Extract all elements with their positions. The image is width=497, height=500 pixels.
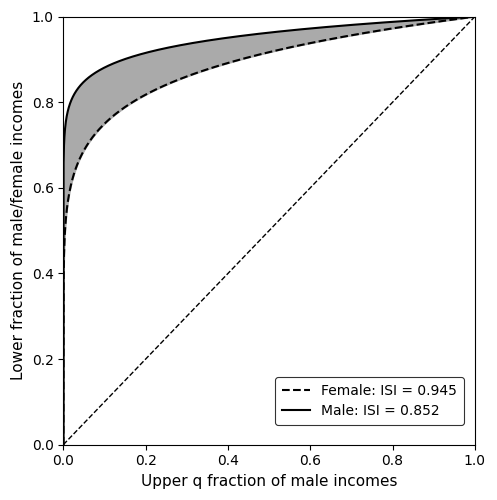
Y-axis label: Lower fraction of male/female incomes: Lower fraction of male/female incomes [11,81,26,380]
Male: ISI = 0.852: (0.97, 0.998): ISI = 0.852: (0.97, 0.998) [460,14,466,20]
Male: ISI = 0.852: (0.787, 0.987): ISI = 0.852: (0.787, 0.987) [384,19,390,25]
Line: Male: ISI = 0.852: Male: ISI = 0.852 [64,16,475,444]
Line: Female: ISI = 0.945: Female: ISI = 0.945 [64,16,475,444]
Female: ISI = 0.945: (0.97, 0.996): ISI = 0.945: (0.97, 0.996) [460,15,466,21]
Male: ISI = 0.852: (0.051, 0.849): ISI = 0.852: (0.051, 0.849) [82,78,87,84]
Female: ISI = 0.945: (0.971, 0.996): ISI = 0.945: (0.971, 0.996) [460,15,466,21]
Male: ISI = 0.852: (0.46, 0.958): ISI = 0.852: (0.46, 0.958) [249,32,255,38]
Male: ISI = 0.852: (0.486, 0.961): ISI = 0.852: (0.486, 0.961) [260,30,266,36]
Female: ISI = 0.945: (0.486, 0.914): ISI = 0.945: (0.486, 0.914) [260,50,266,56]
Female: ISI = 0.945: (1, 1): ISI = 0.945: (1, 1) [472,14,478,20]
Female: ISI = 0.945: (0.787, 0.971): ISI = 0.945: (0.787, 0.971) [384,26,390,32]
Male: ISI = 0.852: (0, 0): ISI = 0.852: (0, 0) [61,442,67,448]
X-axis label: Upper q fraction of male incomes: Upper q fraction of male incomes [141,474,398,489]
Legend: Female: ISI = 0.945, Male: ISI = 0.852: Female: ISI = 0.945, Male: ISI = 0.852 [275,378,464,425]
Female: ISI = 0.945: (0.46, 0.907): ISI = 0.945: (0.46, 0.907) [249,53,255,59]
Male: ISI = 0.852: (0.971, 0.998): ISI = 0.852: (0.971, 0.998) [460,14,466,20]
Male: ISI = 0.852: (1, 1): ISI = 0.852: (1, 1) [472,14,478,20]
Female: ISI = 0.945: (0.051, 0.689): ISI = 0.945: (0.051, 0.689) [82,146,87,152]
Female: ISI = 0.945: (0, 0): ISI = 0.945: (0, 0) [61,442,67,448]
